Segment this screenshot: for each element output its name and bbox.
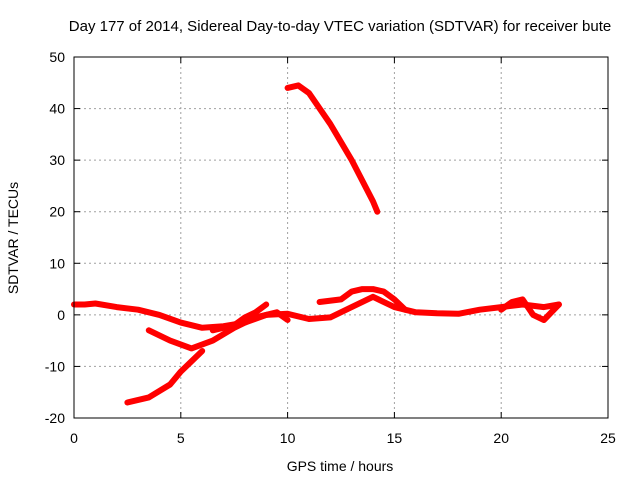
y-tick-label: 40 xyxy=(49,101,65,117)
plot-frame xyxy=(73,56,609,419)
x-tick-label: 10 xyxy=(280,430,296,446)
y-tick-label: 30 xyxy=(49,152,65,168)
grid xyxy=(74,57,608,418)
y-tick-label: 10 xyxy=(49,255,65,271)
series-trace-1 xyxy=(71,293,562,331)
series-trace-2 xyxy=(145,309,291,352)
y-axis-label: SDTVAR / TECUs xyxy=(5,182,21,294)
chart-title: Day 177 of 2014, Sidereal Day-to-day VTE… xyxy=(69,18,611,35)
x-tick-label: 25 xyxy=(600,430,616,446)
x-tick-label: 0 xyxy=(70,430,78,446)
series-trace-7 xyxy=(498,296,562,323)
x-axis-label: GPS time / hours xyxy=(287,458,394,474)
x-tick-label: 15 xyxy=(387,430,403,446)
y-tick-label: 0 xyxy=(57,307,65,323)
x-tick-label: 20 xyxy=(493,430,509,446)
series-trace-4 xyxy=(209,301,270,334)
y-tick-label: 50 xyxy=(49,49,65,65)
x-tick-label: 5 xyxy=(177,430,185,446)
series-layer xyxy=(71,82,562,406)
series-trace-3 xyxy=(124,348,206,406)
series-trace-5 xyxy=(316,286,409,313)
y-tick-label: -10 xyxy=(45,358,65,374)
y-tick-label: -20 xyxy=(45,410,65,426)
series-trace-6 xyxy=(284,82,381,215)
y-tick-label: 20 xyxy=(49,204,65,220)
ticks: 0 5 10 15 20 25 -20 -10 0 10 20 30 40 50 xyxy=(45,49,616,446)
